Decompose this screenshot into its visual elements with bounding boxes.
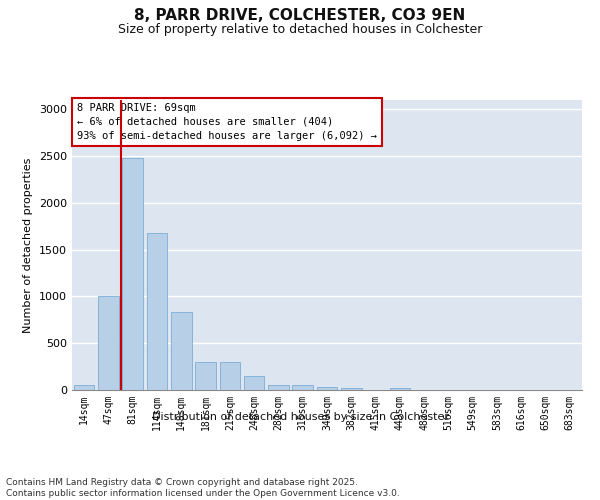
Bar — [220, 362, 240, 390]
Bar — [268, 385, 289, 390]
Bar — [146, 233, 167, 390]
Bar — [74, 385, 94, 390]
Bar — [122, 158, 143, 390]
Bar — [341, 388, 362, 390]
Bar — [317, 387, 337, 390]
Text: Size of property relative to detached houses in Colchester: Size of property relative to detached ho… — [118, 22, 482, 36]
Text: Distribution of detached houses by size in Colchester: Distribution of detached houses by size … — [151, 412, 449, 422]
Bar — [292, 386, 313, 390]
Text: Contains HM Land Registry data © Crown copyright and database right 2025.
Contai: Contains HM Land Registry data © Crown c… — [6, 478, 400, 498]
Bar — [389, 388, 410, 390]
Bar — [171, 312, 191, 390]
Bar — [195, 362, 216, 390]
Text: 8, PARR DRIVE, COLCHESTER, CO3 9EN: 8, PARR DRIVE, COLCHESTER, CO3 9EN — [134, 8, 466, 22]
Bar — [98, 296, 119, 390]
Bar — [244, 376, 265, 390]
Y-axis label: Number of detached properties: Number of detached properties — [23, 158, 34, 332]
Text: 8 PARR DRIVE: 69sqm
← 6% of detached houses are smaller (404)
93% of semi-detach: 8 PARR DRIVE: 69sqm ← 6% of detached hou… — [77, 103, 377, 141]
